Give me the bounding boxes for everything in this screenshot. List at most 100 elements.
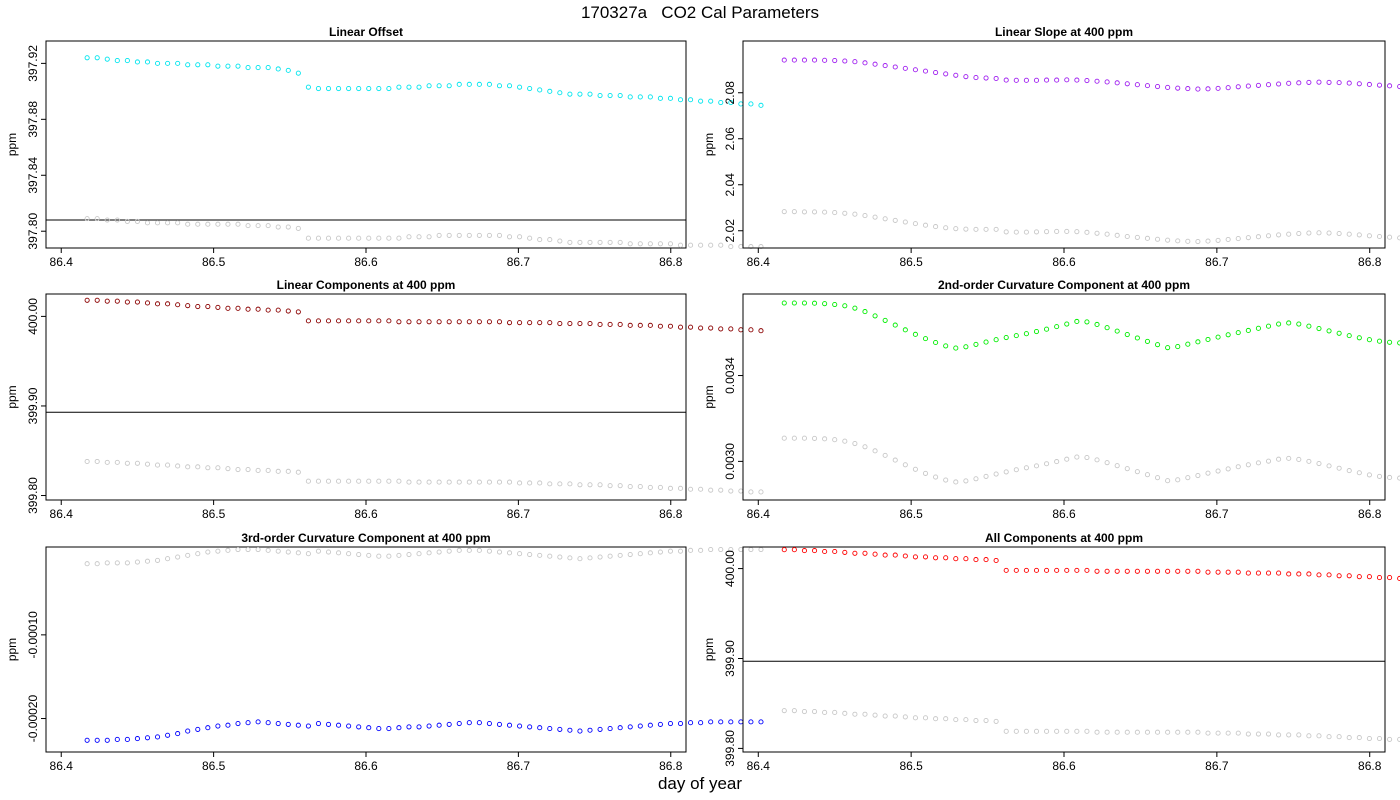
data-point <box>557 90 563 96</box>
data-point <box>933 339 939 346</box>
data-point <box>842 549 848 555</box>
data-point <box>1255 460 1261 466</box>
data-point <box>902 462 908 468</box>
data-point <box>346 235 352 241</box>
data-point <box>1387 474 1393 481</box>
data-point <box>315 720 322 727</box>
data-point <box>235 305 241 311</box>
data-point <box>1175 568 1181 574</box>
data-point <box>667 485 674 491</box>
data-point <box>607 239 613 245</box>
data-point <box>852 441 858 447</box>
data-point <box>698 720 704 726</box>
data-point <box>657 484 663 491</box>
data-point <box>587 91 593 97</box>
data-point <box>315 318 322 324</box>
data-point <box>912 466 918 472</box>
data-point <box>104 298 110 304</box>
data-point <box>426 479 432 485</box>
y-tick-label: 399.90 <box>26 387 40 424</box>
y-tick-label: 397.84 <box>26 157 40 194</box>
data-point <box>426 319 432 325</box>
data-point <box>315 548 322 554</box>
data-point <box>245 546 251 553</box>
data-point <box>983 557 989 563</box>
data-point <box>1033 463 1040 469</box>
data-point <box>933 69 939 76</box>
data-point <box>617 725 623 731</box>
data-point <box>1326 463 1332 469</box>
data-point <box>517 551 523 557</box>
chart-title: 3rd-order Curvature Component at 400 ppm <box>241 531 490 545</box>
data-point <box>791 209 797 215</box>
data-point <box>436 722 442 728</box>
data-point <box>134 559 140 565</box>
data-point <box>892 64 898 70</box>
x-tick-label: 86.5 <box>899 255 923 269</box>
data-point <box>1023 728 1029 734</box>
data-point <box>104 56 110 62</box>
data-point <box>647 484 653 491</box>
data-point <box>165 462 171 468</box>
data-point <box>1044 229 1050 235</box>
data-point <box>255 65 261 71</box>
data-point <box>154 220 161 226</box>
data-point <box>922 715 929 721</box>
data-point <box>144 735 151 741</box>
data-point <box>1366 472 1372 478</box>
data-point <box>245 223 251 229</box>
data-point <box>993 337 999 343</box>
data-point <box>993 226 999 232</box>
data-point <box>1114 568 1120 574</box>
data-point <box>1013 467 1019 473</box>
data-point <box>993 557 999 564</box>
data-point <box>94 216 100 222</box>
data-point <box>953 226 959 232</box>
data-point <box>446 83 452 89</box>
chart-linear-components: Linear Components at 400 ppm 86.4 86.5 86.6… <box>5 278 764 521</box>
data-point <box>667 548 674 554</box>
data-point <box>1366 735 1372 742</box>
data-point <box>1185 86 1191 92</box>
x-tick-label: 86.8 <box>1358 507 1382 521</box>
data-point <box>667 323 674 329</box>
data-point <box>1114 80 1120 86</box>
data-point <box>1134 469 1140 475</box>
data-point <box>1276 732 1282 738</box>
data-point <box>801 300 807 306</box>
x-tick-label: 86.4 <box>50 507 74 521</box>
data-point <box>933 474 939 480</box>
data-point <box>84 216 90 222</box>
data-point <box>791 57 797 63</box>
data-point <box>708 98 714 104</box>
data-point <box>1235 569 1241 575</box>
data-point <box>144 59 151 65</box>
data-point <box>852 59 858 65</box>
data-point <box>801 708 807 715</box>
x-tick-label: 86.7 <box>507 255 531 269</box>
data-point <box>1104 568 1110 574</box>
data-point <box>376 553 382 559</box>
y-tick-label: 397.92 <box>26 45 40 82</box>
data-point <box>1346 573 1352 579</box>
data-point <box>1215 468 1221 474</box>
data-point <box>688 486 694 492</box>
data-point <box>285 468 291 474</box>
data-point <box>496 232 503 238</box>
data-point <box>84 297 90 303</box>
data-point <box>285 67 291 73</box>
data-point <box>963 226 969 232</box>
data-point <box>265 547 271 553</box>
x-tick-label: 86.8 <box>659 759 683 773</box>
data-point <box>476 720 482 726</box>
data-points <box>84 55 764 250</box>
data-point <box>1114 328 1120 334</box>
data-point <box>1185 238 1191 244</box>
chart-title: All Components at 400 ppm <box>985 531 1143 545</box>
data-point <box>677 548 684 554</box>
data-point <box>205 465 211 471</box>
data-point <box>1185 729 1191 735</box>
chart-title: Linear Offset <box>329 25 403 39</box>
data-point <box>902 219 908 225</box>
data-point <box>1134 234 1140 240</box>
